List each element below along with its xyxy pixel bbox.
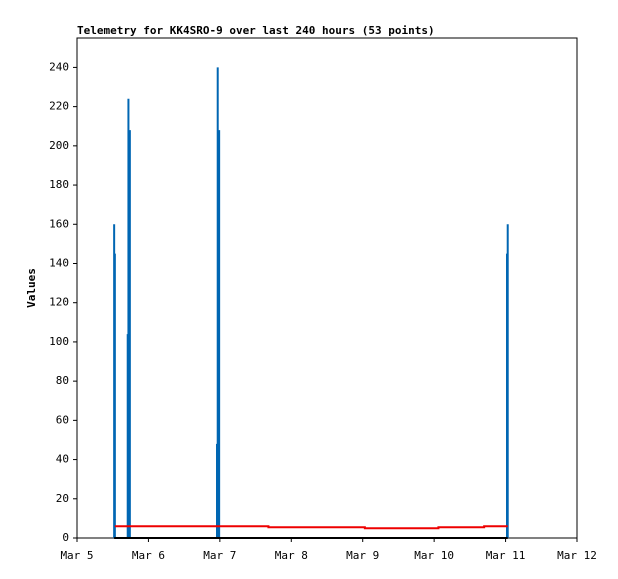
y-tick-label: 220	[49, 100, 69, 113]
y-tick-label: 140	[49, 256, 69, 269]
x-tick-label: Mar 5	[60, 549, 93, 562]
y-tick-label: 60	[56, 413, 69, 426]
x-tick-label: Mar 6	[132, 549, 165, 562]
line	[114, 525, 508, 530]
y-axis-label: Values	[25, 268, 38, 308]
x-tick-label: Mar 11	[486, 549, 526, 562]
y-tick-label: 160	[49, 217, 69, 230]
x-tick-label: Mar 9	[346, 549, 379, 562]
y-tick-label: 0	[62, 531, 69, 544]
y-tick-label: 180	[49, 178, 69, 191]
y-tick-label: 240	[49, 60, 69, 73]
y-tick-label: 120	[49, 296, 69, 309]
x-tick-label: Mar 12	[557, 549, 597, 562]
y-tick-label: 20	[56, 492, 69, 505]
y-tick-label: 100	[49, 335, 69, 348]
y-tick-label: 40	[56, 453, 69, 466]
x-tick-label: Mar 8	[275, 549, 308, 562]
chart-title: Telemetry for KK4SRO-9 over last 240 hou…	[77, 24, 435, 37]
x-tick-label: Mar 10	[414, 549, 454, 562]
y-tick-label: 200	[49, 139, 69, 152]
x-tick-label: Mar 7	[203, 549, 236, 562]
y-tick-label: 80	[56, 374, 69, 387]
